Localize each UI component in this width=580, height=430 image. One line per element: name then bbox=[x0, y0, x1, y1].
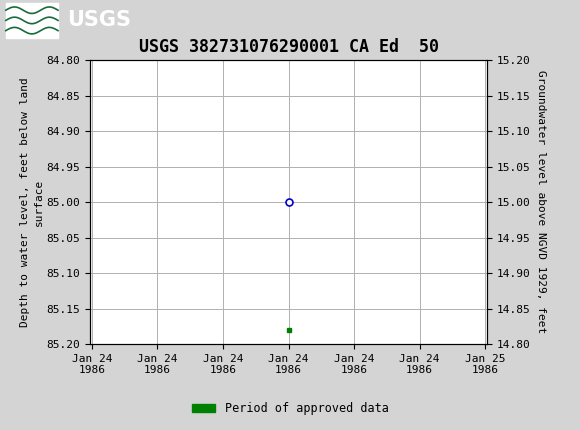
FancyBboxPatch shape bbox=[6, 3, 58, 37]
Text: USGS: USGS bbox=[67, 10, 130, 31]
Legend: Period of approved data: Period of approved data bbox=[187, 397, 393, 420]
Y-axis label: Depth to water level, feet below land
surface: Depth to water level, feet below land su… bbox=[20, 77, 44, 327]
Title: USGS 382731076290001 CA Ed  50: USGS 382731076290001 CA Ed 50 bbox=[139, 38, 438, 56]
Y-axis label: Groundwater level above NGVD 1929, feet: Groundwater level above NGVD 1929, feet bbox=[536, 71, 546, 334]
